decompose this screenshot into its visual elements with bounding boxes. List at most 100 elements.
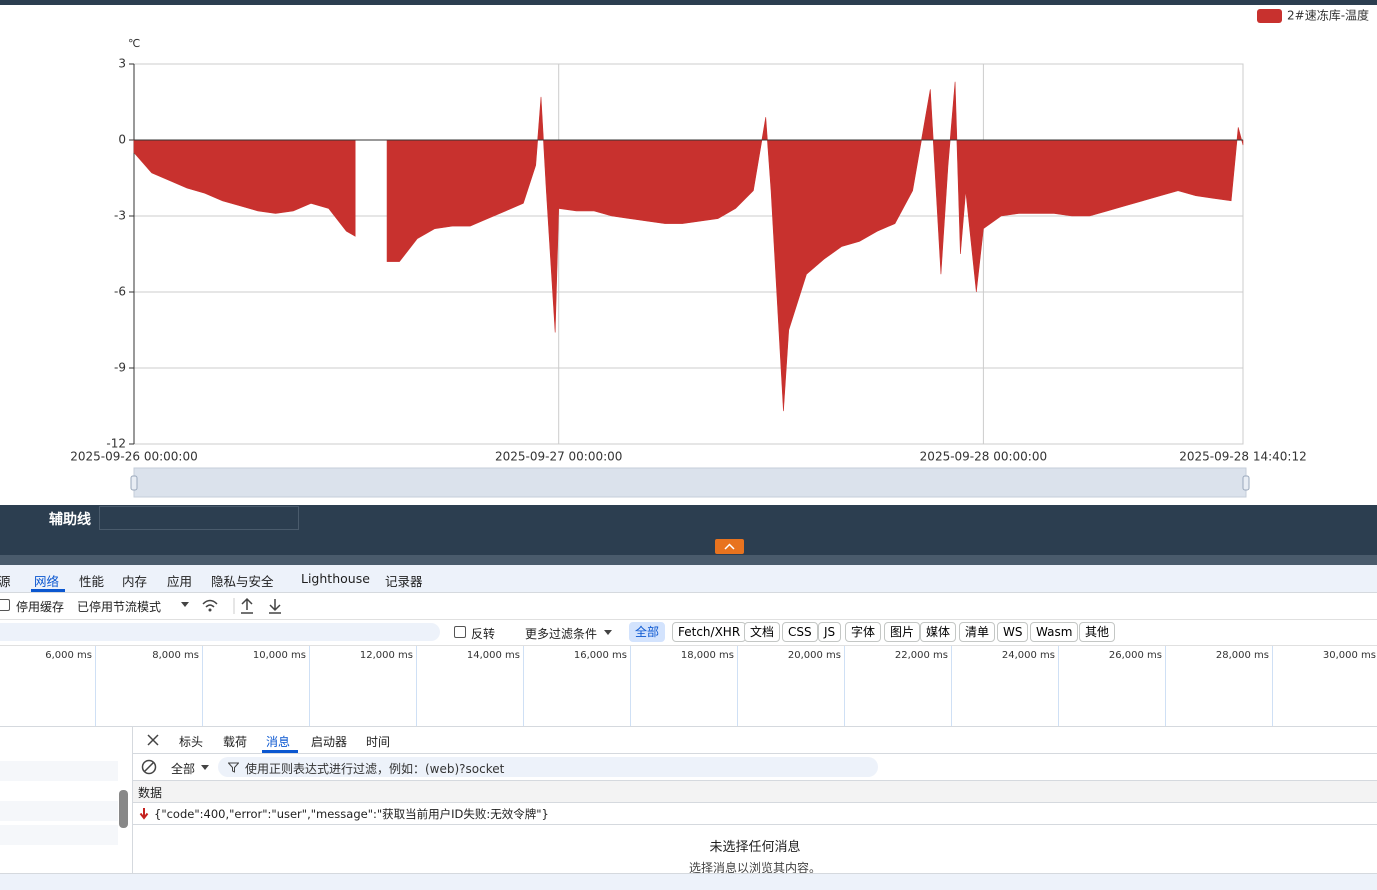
detail-tab[interactable]: 载荷	[223, 735, 248, 749]
checkbox[interactable]	[0, 599, 10, 611]
timeline-label: 30,000 ms	[1322, 650, 1376, 661]
filter-chip[interactable]: 清单	[959, 622, 996, 642]
timeline-label: 6,000 ms	[45, 650, 92, 661]
detail-tab[interactable]: 消息	[266, 735, 291, 749]
devtools-tab[interactable]: 网络	[34, 574, 60, 589]
detail-tab[interactable]: 时间	[366, 735, 391, 749]
message-type[interactable]: 全部	[171, 762, 196, 776]
message-filter: 全部 使用正则表达式进行过滤，例如：(web)?socket	[133, 754, 1377, 781]
x-tick-label: 2025-09-27 00:00:00	[495, 450, 622, 464]
top-bar	[0, 0, 1377, 5]
timeline-label: 16,000 ms	[573, 650, 627, 661]
timeline-grid	[844, 646, 845, 726]
timeline-grid	[95, 646, 96, 726]
timeline-grid	[1058, 646, 1059, 726]
y-tick-label: -12	[106, 437, 126, 451]
filter-input[interactable]	[0, 623, 440, 641]
filter-chip[interactable]: 其他	[1079, 622, 1116, 642]
collapse-button[interactable]	[715, 539, 744, 554]
timeline: 6,000 ms 8,000 ms 10,000 ms 12,000 ms 14,000…	[0, 646, 1377, 727]
scrollbar[interactable]	[119, 790, 128, 828]
x-tick-label: 2025-09-26 00:00:00	[70, 450, 197, 464]
timeline-label: 18,000 ms	[680, 650, 734, 661]
timeline-label: 28,000 ms	[1215, 650, 1269, 661]
clear-icon[interactable]	[141, 759, 157, 775]
plot-frame	[133, 63, 1244, 445]
empty-title: 未选择任何消息	[709, 840, 801, 855]
filter-chip[interactable]: 字体	[845, 622, 882, 642]
detail-tab[interactable]: 启动器	[311, 735, 348, 749]
message-filter-input[interactable]: 使用正则表达式进行过滤，例如：(web)?socket	[218, 757, 878, 777]
filter-chip[interactable]: 文档	[744, 622, 781, 642]
timeline-label: 24,000 ms	[1001, 650, 1055, 661]
close-icon[interactable]	[147, 734, 159, 746]
active-indicator	[31, 589, 65, 592]
legend-swatch	[1257, 9, 1282, 23]
y-tick-label: 0	[118, 133, 126, 147]
y-tick-label: -3	[114, 209, 126, 223]
timeline-grid	[202, 646, 203, 726]
helper-bar: 辅助线	[0, 505, 1377, 555]
throttle-select[interactable]: 已停用节流模式	[77, 600, 162, 614]
more-filters[interactable]: 更多过滤条件	[525, 627, 598, 641]
y-tick-label: -9	[114, 361, 126, 375]
message-row[interactable]: {"code":400,"error":"user","message":"获取…	[133, 803, 1377, 825]
timeline-grid	[523, 646, 524, 726]
filter-chip[interactable]: CSS	[782, 622, 818, 642]
disable-cache[interactable]: 停用缓存	[16, 600, 65, 614]
request-list	[0, 727, 133, 873]
filter-chip[interactable]: JS	[818, 622, 842, 642]
invert[interactable]: 反转	[471, 627, 496, 641]
filter-chip[interactable]: 图片	[884, 622, 921, 642]
timeline-grid	[309, 646, 310, 726]
timeline-label: 20,000 ms	[787, 650, 841, 661]
timeline-grid	[1272, 646, 1273, 726]
empty-hint: 选择消息以浏览其内容。	[688, 861, 821, 875]
status-bar	[0, 873, 1377, 890]
filter-chip[interactable]: WS	[997, 622, 1029, 642]
message-data: {"code":400,"error":"user","message":"获取…	[154, 807, 549, 821]
splitter	[0, 555, 1377, 565]
checkbox[interactable]	[454, 626, 466, 638]
detail-tab[interactable]: 标头	[179, 735, 204, 749]
filter-chip[interactable]: Fetch/XHR	[672, 622, 747, 642]
filter-chip[interactable]: 媒体	[920, 622, 957, 642]
filter-bar: 反转 更多过滤条件	[0, 620, 1377, 646]
timeline-grid	[1165, 646, 1166, 726]
column-header: 数据	[138, 786, 163, 800]
devtools-tab[interactable]: 源	[0, 574, 11, 589]
data-zoom	[133, 467, 1247, 498]
legend-label: 2#速冻库-温度	[1287, 8, 1369, 23]
devtools-tabs: 源 网络 性能 内存 应用 隐私与安全 Lighthouse 记录器	[0, 565, 1377, 593]
zoom-handle[interactable]	[130, 475, 138, 491]
timeline-label: 14,000 ms	[466, 650, 520, 661]
timeline-grid	[416, 646, 417, 726]
y-tick-label: 3	[118, 57, 126, 71]
devtools-tab[interactable]: 内存	[122, 574, 148, 589]
zoom-handle[interactable]	[1242, 475, 1250, 491]
dropdown-icon	[181, 602, 189, 607]
timeline-label: 10,000 ms	[252, 650, 306, 661]
detail-tabs: 标头 载荷 消息 启动器 时间	[133, 727, 1377, 754]
filter-chip[interactable]: 全部	[629, 622, 666, 642]
devtools-tab[interactable]: 记录器	[385, 574, 423, 589]
devtools-tab[interactable]: 隐私与安全	[211, 574, 274, 589]
devtools-tab[interactable]: 应用	[167, 574, 193, 589]
area	[133, 81, 1244, 412]
timeline-grid	[951, 646, 952, 726]
active-indicator	[262, 750, 298, 753]
helper-input[interactable]	[99, 506, 299, 530]
devtools-tab[interactable]: 性能	[79, 574, 105, 589]
network-toolbar: 停用缓存 已停用节流模式	[0, 593, 1377, 620]
filter-chip[interactable]: Wasm	[1030, 622, 1079, 642]
timeline-label: 8,000 ms	[152, 650, 199, 661]
timeline-grid	[737, 646, 738, 726]
timeline-label: 22,000 ms	[894, 650, 948, 661]
placeholder: 使用正则表达式进行过滤，例如：(web)?socket	[245, 762, 505, 776]
devtools-tab[interactable]: Lighthouse	[301, 571, 370, 586]
y-tick-label: -6	[114, 285, 126, 299]
unit-label: ℃	[128, 37, 140, 50]
timeline-label: 12,000 ms	[359, 650, 413, 661]
